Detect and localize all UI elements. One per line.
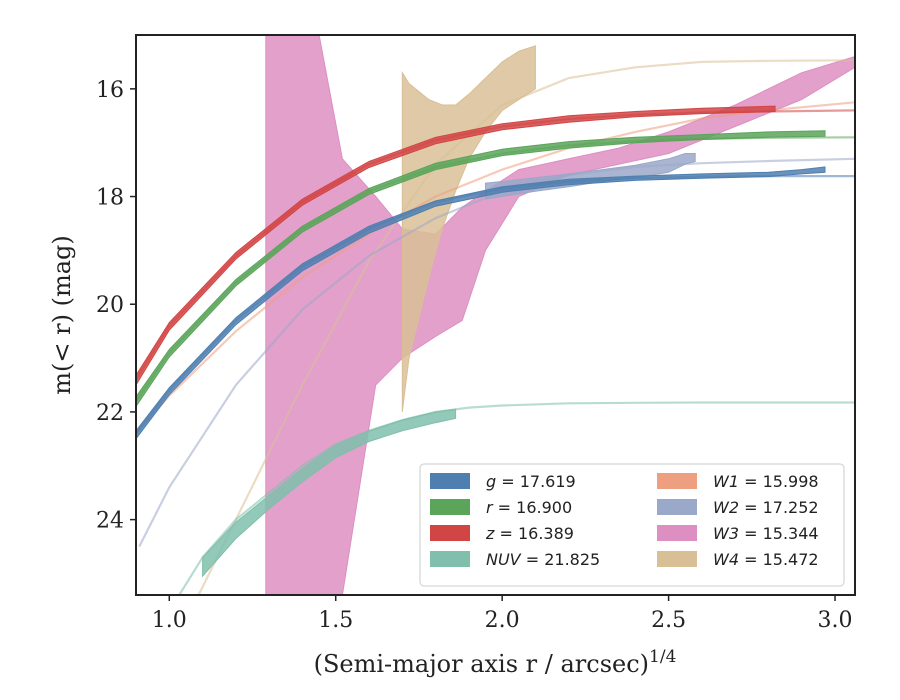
x-tick-label: 1.5: [318, 608, 353, 633]
legend-symbol: W4: [713, 550, 739, 569]
series-r-band: [136, 130, 826, 408]
legend-label-r: r = 16.900: [486, 498, 572, 517]
legend-swatch-w1: [657, 473, 697, 489]
series-g-band: [136, 166, 826, 440]
plot-frame: [135, 34, 856, 596]
legend-swatch-r: [430, 499, 470, 515]
y-tick-label: 18: [96, 186, 124, 211]
x-axis-title-exponent: 1/4: [649, 647, 676, 667]
legend-box: [419, 463, 845, 587]
series-w1-model-line: [136, 101, 855, 435]
legend-label-w2: W2 = 17.252: [713, 498, 819, 517]
legend-symbol: W3: [713, 524, 739, 543]
x-tick-label: 3.0: [818, 608, 853, 633]
legend-value: = 21.825: [521, 550, 601, 569]
x-axis-title: (Semi-major axis r / arcsec)1/4: [314, 647, 677, 678]
series-layer: [136, 35, 855, 595]
legend-symbol: z: [485, 524, 495, 543]
legend-label-w1: W1 = 15.998: [713, 472, 819, 491]
legend-value: = 17.619: [496, 472, 576, 491]
x-axis: 1.0 1.5 2.0 2.5 3.0: [152, 595, 853, 633]
legend-swatch-g: [430, 473, 470, 489]
legend-symbol: r: [486, 498, 494, 517]
series-z-model-line: [136, 109, 855, 381]
y-axis: 16 18 20 22 24: [96, 78, 136, 534]
y-tick-label: 22: [96, 401, 124, 426]
legend-value: = 15.472: [739, 550, 819, 569]
legend-label-nuv: NUV = 21.825: [486, 550, 600, 569]
legend-value: = 15.344: [739, 524, 819, 543]
legend-value: = 17.252: [739, 498, 819, 517]
legend-symbol: W1: [713, 472, 739, 491]
series-w2-model-line: [138, 157, 855, 547]
legend-symbol: g: [486, 472, 496, 491]
legend-swatch-w2: [657, 499, 697, 515]
legend-value: = 16.389: [494, 524, 574, 543]
legend-label-g: g = 17.619: [486, 472, 576, 491]
legend-swatch-w4: [657, 551, 697, 567]
legend-value: = 15.998: [739, 472, 819, 491]
legend-value: = 16.900: [493, 498, 573, 517]
y-tick-label: 24: [96, 509, 124, 534]
x-tick-label: 2.0: [485, 608, 520, 633]
x-axis-title-main: (Semi-major axis r / arcsec): [314, 650, 649, 678]
y-tick-label: 20: [96, 293, 124, 318]
series-r-model-line: [136, 136, 855, 402]
legend-label-w3: W3 = 15.344: [713, 524, 819, 543]
legend-swatch-z: [430, 525, 470, 541]
legend-symbol: W2: [713, 498, 739, 517]
x-tick-label: 2.5: [651, 608, 686, 633]
series-nuv-band: [202, 408, 457, 578]
series-nuv-model-line: [177, 401, 855, 595]
series-g-model-line: [136, 175, 855, 435]
legend-label-w4: W4 = 15.472: [713, 550, 819, 569]
legend-swatch-w3: [657, 525, 697, 541]
legend-symbol: NUV: [486, 550, 522, 569]
legend-label-z: z = 16.389: [485, 524, 574, 543]
series-w4-model-line: [197, 59, 855, 595]
x-tick-label: 1.0: [152, 608, 187, 633]
y-axis-title: m(< r) (mag): [48, 235, 76, 394]
y-tick-label: 16: [96, 78, 124, 103]
legend-swatch-nuv: [430, 551, 470, 567]
